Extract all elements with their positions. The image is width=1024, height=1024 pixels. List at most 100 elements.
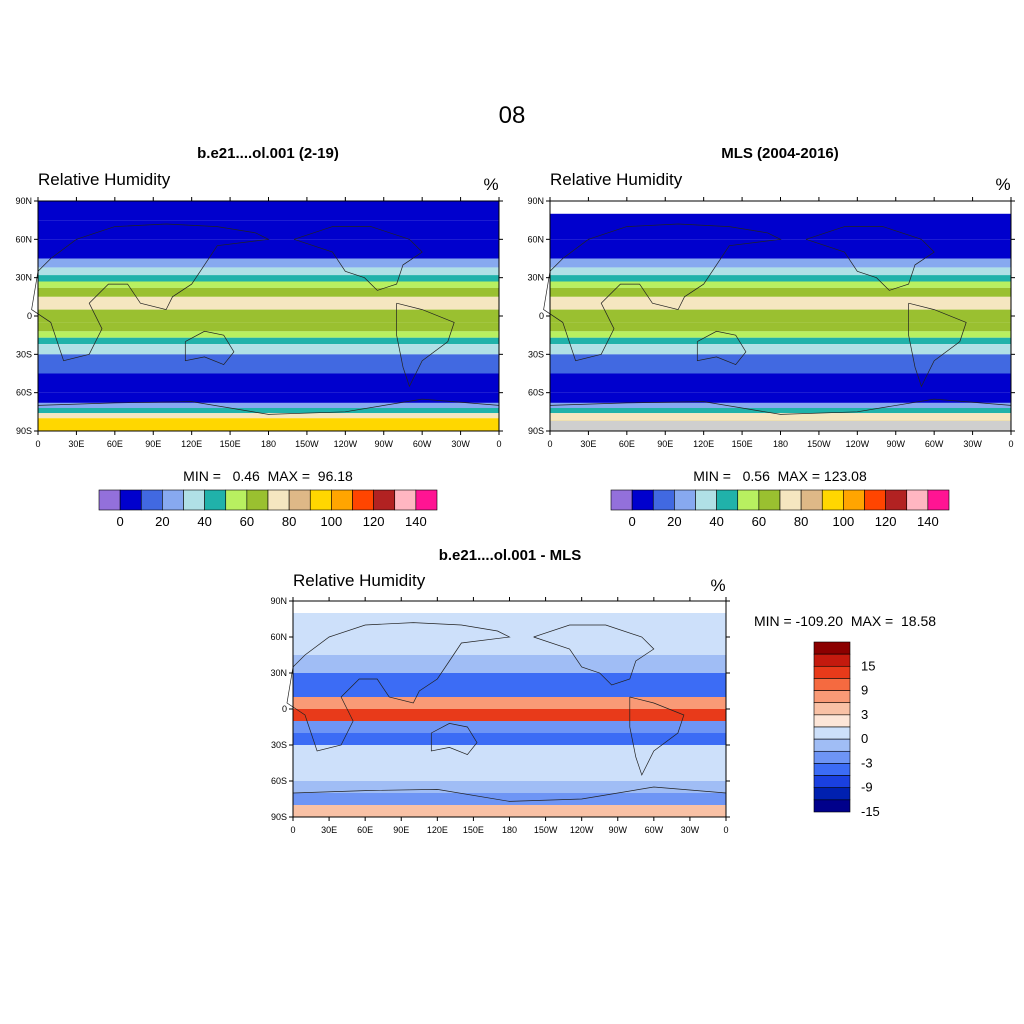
band-14 xyxy=(38,354,499,374)
lon-tick-label: 120E xyxy=(181,439,202,449)
lat-tick-label: 90S xyxy=(16,426,32,436)
lon-tick-label: 120E xyxy=(693,439,714,449)
units-label-difference: % xyxy=(710,576,725,595)
colorbar-mls: 0 20 40 60 80 100 120 140 xyxy=(610,489,950,529)
coastline-1 xyxy=(696,330,747,366)
colorbar-tick-label: 3 xyxy=(861,707,868,722)
colorbar-swatch xyxy=(394,489,417,511)
coastlines xyxy=(31,223,500,415)
band-6 xyxy=(550,281,1011,288)
lat-tick-label: 60S xyxy=(528,388,544,398)
colorbar-tick-label: 15 xyxy=(861,658,875,673)
band-9 xyxy=(293,733,726,745)
band-15 xyxy=(550,373,1011,393)
band-1 xyxy=(550,213,1011,240)
colorbar-swatch xyxy=(906,489,929,511)
band-20 xyxy=(38,418,499,431)
colorbar-swatch xyxy=(162,489,184,511)
lat-tick-label: 30N xyxy=(527,273,544,283)
colorbar-swatch xyxy=(716,489,739,511)
colorbar-swatch xyxy=(821,489,844,511)
panel-title-difference: b.e21....ol.001 - MLS xyxy=(439,547,582,564)
band-16 xyxy=(38,392,499,403)
colorbar-swatch xyxy=(813,750,851,764)
band-17 xyxy=(38,402,499,408)
lon-tick-label: 30W xyxy=(681,825,700,835)
lon-tick-label: 90E xyxy=(657,439,673,449)
colorbar-difference: 15 9 3 0 -3 -9 -15 xyxy=(813,641,880,819)
figure-title: 08 xyxy=(499,102,526,129)
band-3 xyxy=(550,258,1011,268)
lat-tick-label: 90N xyxy=(270,596,287,606)
colorbar-swatch xyxy=(98,489,121,511)
lat-tick-label: 30S xyxy=(271,740,287,750)
band-14 xyxy=(293,805,726,817)
colorbar-swatch xyxy=(864,489,886,511)
lon-tick-label: 150E xyxy=(220,439,241,449)
colorbar-swatch xyxy=(927,489,950,511)
panel-title-model: b.e21....ol.001 (2-19) xyxy=(197,145,339,162)
lon-tick-label: 90E xyxy=(393,825,409,835)
lon-tick-label: 60W xyxy=(413,439,432,449)
colorbar-swatch xyxy=(225,489,248,511)
lat-tick-label: 60N xyxy=(270,632,287,642)
stats-mls: MIN = 0.56 MAX = 123.08 xyxy=(693,468,867,484)
colorbar-swatch xyxy=(352,489,374,511)
band-10 xyxy=(550,322,1011,332)
variable-label-model: Relative Humidity xyxy=(38,170,171,189)
band-6 xyxy=(293,697,726,709)
lon-tick-label: 90E xyxy=(145,439,161,449)
variable-label-difference: Relative Humidity xyxy=(293,571,426,590)
coastline-0 xyxy=(31,223,270,362)
band-16 xyxy=(550,392,1011,403)
lon-tick-label: 180 xyxy=(773,439,788,449)
colorbar-swatch xyxy=(631,489,654,511)
colorbar-swatch xyxy=(779,489,802,511)
colorbar-tick-label: 40 xyxy=(709,514,723,529)
colorbar-swatch xyxy=(309,489,332,511)
colorbar-swatch xyxy=(813,763,851,776)
colorbar-tick-label: 100 xyxy=(833,514,855,529)
band-8 xyxy=(293,721,726,733)
colorbar-swatch xyxy=(885,489,908,511)
band-13 xyxy=(550,344,1011,355)
units-label-model: % xyxy=(483,175,498,194)
colorbar-swatch xyxy=(415,489,438,511)
band-9 xyxy=(550,309,1011,323)
lon-tick-label: 30W xyxy=(963,439,982,449)
colorbar-swatch xyxy=(246,489,269,511)
lon-tick-label: 180 xyxy=(502,825,517,835)
band-12 xyxy=(293,781,726,793)
colorbar-tick-label: 0 xyxy=(117,514,124,529)
lon-tick-label: 90W xyxy=(886,439,905,449)
band-10 xyxy=(38,322,499,332)
colorbar-tick-label: 80 xyxy=(282,514,296,529)
colorbar-tick-label: 120 xyxy=(875,514,897,529)
lat-tick-label: 90N xyxy=(15,196,32,206)
colorbar-swatch xyxy=(813,641,851,655)
colorbar-swatch xyxy=(800,489,823,511)
coastlines xyxy=(286,622,727,802)
lon-tick-label: 120W xyxy=(334,439,358,449)
band-8 xyxy=(38,296,499,310)
lat-tick-label: 0 xyxy=(539,311,544,321)
colorbar-tick-label: 40 xyxy=(197,514,211,529)
lon-tick-label: 150W xyxy=(534,825,558,835)
lat-tick-label: 60N xyxy=(15,234,32,244)
colorbar-tick-label: -15 xyxy=(861,804,880,819)
lat-tick-label: 30N xyxy=(270,668,287,678)
coastline-4 xyxy=(37,398,500,415)
lat-tick-label: 30S xyxy=(528,349,544,359)
lon-tick-label: 30E xyxy=(580,439,596,449)
band-5 xyxy=(293,685,726,697)
band-19 xyxy=(38,413,499,419)
colorbar-swatch xyxy=(813,799,851,813)
coastline-1 xyxy=(184,330,235,366)
colorbar-tick-label: 80 xyxy=(794,514,808,529)
band-12 xyxy=(38,337,499,345)
band-18 xyxy=(550,408,1011,414)
lon-tick-label: 120W xyxy=(570,825,594,835)
